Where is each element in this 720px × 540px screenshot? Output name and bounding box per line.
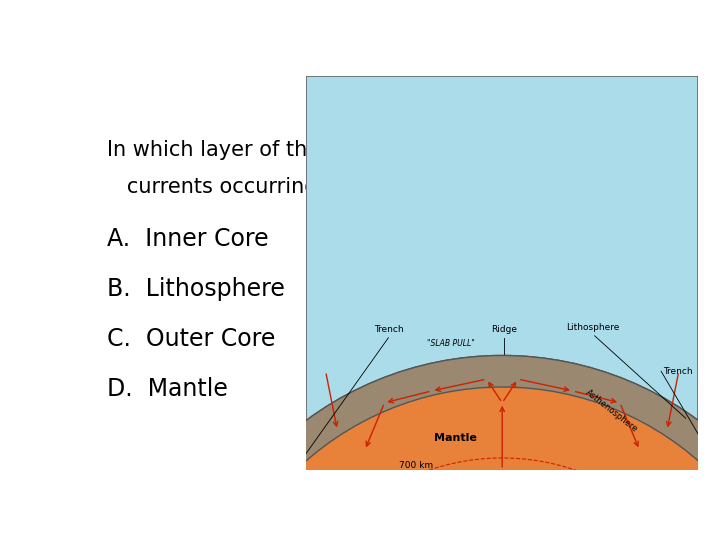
Text: Trench: Trench [374, 325, 403, 334]
Text: currents occurring?: currents occurring? [107, 177, 328, 197]
Text: Asthenosphere: Asthenosphere [585, 388, 640, 434]
Text: Lithosphere: Lithosphere [566, 323, 619, 332]
Text: C.  Outer Core: C. Outer Core [107, 327, 275, 351]
Text: A.  Inner Core: A. Inner Core [107, 227, 269, 251]
Wedge shape [173, 355, 720, 540]
Wedge shape [204, 387, 720, 540]
Text: 700 km: 700 km [399, 461, 433, 470]
Text: Mantle: Mantle [433, 433, 477, 443]
Text: Ridge: Ridge [491, 325, 517, 334]
Text: 9.: 9. [352, 82, 386, 116]
Text: D.  Mantle: D. Mantle [107, 377, 228, 401]
Text: "SLAB PULL": "SLAB PULL" [427, 339, 475, 348]
Text: 9: 9 [621, 457, 631, 472]
Text: In which layer of the Earth are convection: In which layer of the Earth are convecti… [107, 140, 544, 160]
Text: B.  Lithosphere: B. Lithosphere [107, 277, 284, 301]
Text: Trench: Trench [663, 367, 693, 376]
Wedge shape [173, 355, 720, 540]
